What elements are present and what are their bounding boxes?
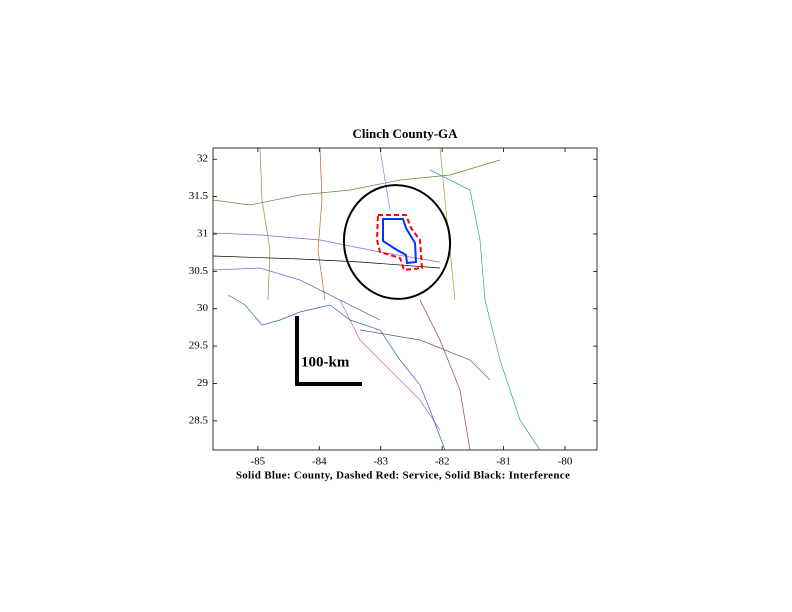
map-title: Clinch County-GA <box>352 126 458 141</box>
x-tick-label: -85 <box>251 456 266 468</box>
y-tick-label: 30.5 <box>189 265 209 277</box>
y-tick-label: 31.5 <box>189 190 209 202</box>
scale-label: 100-km <box>301 354 350 370</box>
y-tick-label: 28.5 <box>189 414 209 426</box>
x-axis-label: Solid Blue: County, Dashed Red: Service,… <box>236 470 570 482</box>
x-tick-label: -80 <box>558 456 573 468</box>
scale-bar <box>295 316 362 386</box>
x-tick-label: -84 <box>312 456 327 468</box>
y-tick-label: 29.5 <box>189 340 209 352</box>
plot-frame <box>212 147 598 451</box>
county-outline <box>382 218 418 265</box>
x-tick-label: -81 <box>496 456 511 468</box>
y-tick-label: 30 <box>197 302 209 314</box>
x-tick-label: -82 <box>435 456 450 468</box>
x-tick-label: -83 <box>373 456 388 468</box>
interference-contour <box>342 184 452 300</box>
y-tick-label: 31 <box>197 227 208 239</box>
y-tick-label: 29 <box>197 377 209 389</box>
service-contour <box>375 214 424 272</box>
y-tick-label: 32 <box>197 153 208 165</box>
